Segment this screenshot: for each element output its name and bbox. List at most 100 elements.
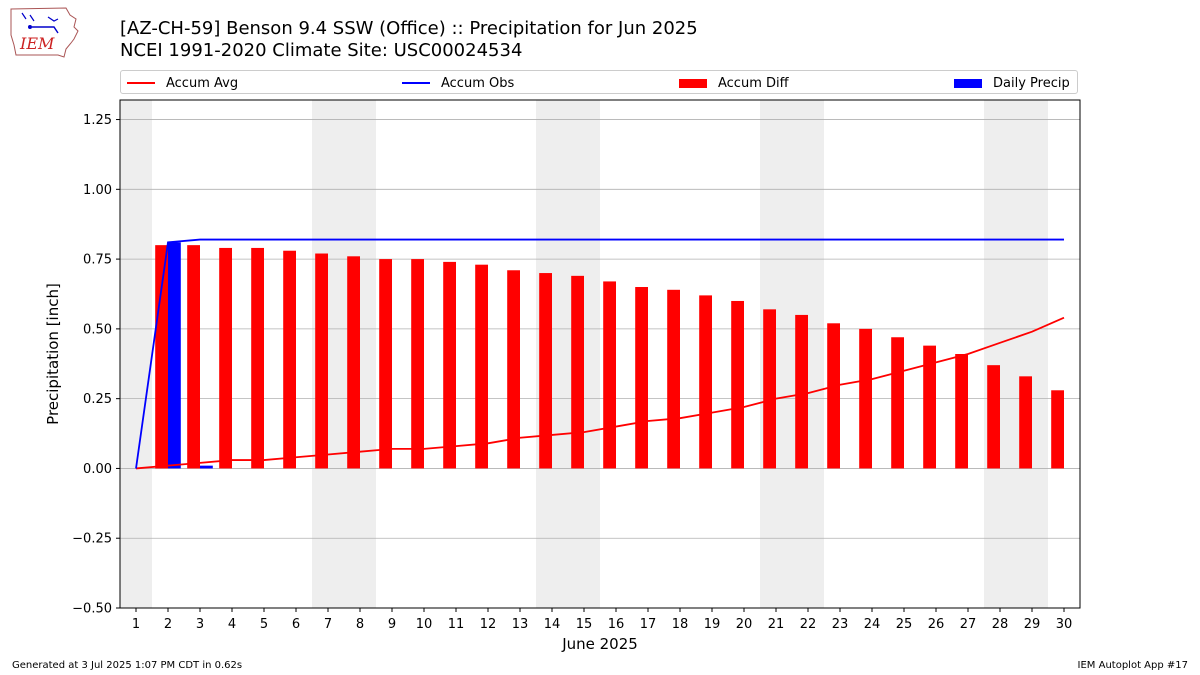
- accum-diff-bar-day-16: [603, 281, 616, 469]
- accum-diff-bar-day-25: [891, 337, 904, 469]
- y-gridlines: [120, 119, 1080, 609]
- x-tick-label: 25: [896, 617, 913, 632]
- y-axis-ticks: −0.50 −0.25 0.00 0.25 0.50 0.75 1.00 1.25: [72, 113, 120, 617]
- x-tick-label: 11: [448, 617, 465, 632]
- app-credit: IEM Autoplot App #17: [1077, 660, 1188, 671]
- x-tick-label: 21: [768, 617, 785, 632]
- legend-swatch-accum-obs: [402, 82, 430, 84]
- x-tick-label: 14: [544, 617, 561, 632]
- x-tick-label: 22: [800, 617, 817, 632]
- x-tick-label: 4: [228, 617, 236, 632]
- accum-diff-bar-day-21: [763, 309, 776, 469]
- plot-frame: [119, 99, 1081, 609]
- legend-swatch-accum-avg: [127, 82, 155, 84]
- y-tick-label: 1.25: [83, 113, 112, 128]
- accum-diff-bar-day-27: [955, 354, 968, 469]
- accum-obs-line: [135, 238, 1064, 469]
- legend-item-accum-obs: Accum Obs: [402, 74, 514, 92]
- legend-label-accum-obs: Accum Obs: [441, 75, 515, 91]
- accum-diff-bar-day-20: [731, 300, 744, 469]
- y-tick-label: 1.00: [83, 183, 112, 198]
- accum-diff-bar-day-23: [827, 323, 840, 469]
- daily-precip-bar-day-3: [200, 465, 213, 469]
- y-tick-label: 0.50: [83, 322, 112, 337]
- accum-diff-bar-day-17: [635, 287, 648, 469]
- accum-diff-bar-day-29: [1019, 376, 1032, 469]
- iem-logo: IEM: [10, 7, 79, 58]
- accum-diff-bar-day-30: [1051, 390, 1064, 469]
- generated-timestamp: Generated at 3 Jul 2025 1:07 PM CDT in 0…: [12, 660, 243, 671]
- weekend-shade-4: [760, 100, 824, 608]
- weekend-shade-5: [984, 100, 1048, 608]
- legend-label-accum-avg: Accum Avg: [166, 75, 239, 91]
- accum-diff-bar-day-4: [219, 247, 232, 469]
- x-tick-label: 18: [672, 617, 689, 632]
- x-tick-label: 28: [992, 617, 1009, 632]
- accum-diff-bar-day-11: [443, 261, 456, 469]
- iowa-outline-shape: [10, 7, 79, 58]
- accum-diff-bar-day-12: [475, 264, 488, 469]
- legend-item-accum-avg: Accum Avg: [127, 74, 238, 92]
- x-tick-label: 5: [260, 617, 268, 632]
- y-tick-label: −0.25: [72, 532, 112, 547]
- y-axis-label: Precipitation [inch]: [44, 283, 62, 425]
- accum-diff-bar-day-18: [667, 289, 680, 469]
- weekend-shading: [120, 100, 1048, 608]
- accum-diff-bar-day-28: [987, 365, 1000, 469]
- legend-label-daily-precip: Daily Precip: [993, 75, 1070, 91]
- accum-diff-bar-day-5: [251, 247, 264, 469]
- x-tick-label: 20: [736, 617, 753, 632]
- chart-title: [AZ-CH-59] Benson 9.4 SSW (Office) :: Pr…: [120, 18, 698, 39]
- accum-diff-bar-day-2: [155, 245, 168, 469]
- legend-swatch-daily-precip: [954, 78, 982, 88]
- x-axis-label: June 2025: [561, 635, 638, 653]
- logo-text: IEM: [19, 34, 55, 53]
- accum-diff-bar-day-3: [187, 245, 200, 469]
- accum-diff-bar-day-6: [283, 250, 296, 469]
- legend-label-accum-diff: Accum Diff: [718, 75, 789, 91]
- x-axis-ticks: 1 2 3 4 5 6 7 8 9 10 11 12 13 14 15 16 17 18 19 20 21 22 23 24 2…: [132, 608, 1072, 632]
- y-tick-label: 0.00: [83, 462, 112, 477]
- accum-diff-bar-day-26: [923, 345, 936, 469]
- accum-diff-bar-day-13: [507, 270, 520, 469]
- weekend-shade-1: [120, 100, 152, 608]
- x-tick-label: 30: [1056, 617, 1073, 632]
- x-tick-label: 19: [704, 617, 721, 632]
- x-tick-label: 12: [480, 617, 497, 632]
- legend-item-daily-precip: Daily Precip: [954, 74, 1070, 92]
- x-tick-label: 6: [292, 617, 300, 632]
- y-tick-label: 0.75: [83, 253, 112, 268]
- legend-item-accum-diff: Accum Diff: [679, 74, 789, 92]
- accum-diff-bar-day-24: [859, 328, 872, 469]
- daily-precip-bars: [168, 242, 213, 469]
- x-tick-label: 10: [416, 617, 433, 632]
- x-tick-label: 1: [132, 617, 140, 632]
- accum-diff-bar-day-19: [699, 295, 712, 469]
- chart-subtitle: NCEI 1991-2020 Climate Site: USC00024534: [120, 40, 523, 61]
- x-tick-label: 13: [512, 617, 529, 632]
- x-tick-label: 17: [640, 617, 657, 632]
- accum-diff-bar-day-8: [347, 256, 360, 469]
- accum-diff-bar-day-22: [795, 314, 808, 469]
- x-tick-label: 7: [324, 617, 332, 632]
- x-tick-label: 15: [576, 617, 593, 632]
- y-tick-label: 0.25: [83, 392, 112, 407]
- accum-lines: [135, 238, 1065, 470]
- weekend-shade-2: [312, 100, 376, 608]
- x-tick-label: 3: [196, 617, 204, 632]
- legend-swatch-accum-diff: [679, 78, 707, 88]
- accum-avg-line: [135, 316, 1065, 470]
- weekend-shade-3: [536, 100, 600, 608]
- y-tick-label: −0.50: [72, 602, 112, 617]
- x-tick-label: 23: [832, 617, 849, 632]
- accum-diff-bar-day-9: [379, 259, 392, 469]
- accum-diff-bar-day-15: [571, 275, 584, 469]
- x-tick-label: 26: [928, 617, 945, 632]
- x-tick-label: 16: [608, 617, 625, 632]
- accum-diff-bar-day-7: [315, 253, 328, 469]
- x-tick-label: 29: [1024, 617, 1041, 632]
- accum-diff-bar-day-10: [411, 259, 424, 469]
- accum-diff-bars: [155, 245, 1064, 469]
- x-tick-label: 24: [864, 617, 881, 632]
